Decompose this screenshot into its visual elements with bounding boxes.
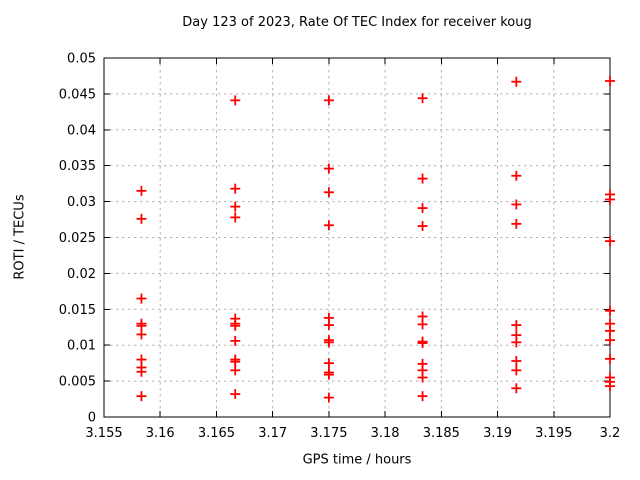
- data-point: [605, 353, 615, 364]
- data-point: [230, 201, 241, 212]
- data-point: [230, 183, 241, 194]
- data-point: [511, 199, 522, 210]
- data-point: [417, 93, 428, 104]
- data-point: [230, 335, 241, 346]
- data-point: [136, 329, 147, 340]
- y-tick-label: 0.025: [59, 231, 96, 246]
- data-point: [323, 392, 334, 403]
- y-tick-label: 0.01: [67, 339, 96, 354]
- data-point: [511, 170, 522, 181]
- data-point: [230, 389, 241, 400]
- data-point: [323, 187, 334, 198]
- data-point: [605, 381, 615, 392]
- data-point: [136, 293, 147, 304]
- data-point: [417, 319, 428, 330]
- data-point: [605, 305, 615, 316]
- x-tick-label: 3.185: [423, 426, 460, 441]
- data-point: [417, 203, 428, 214]
- data-point: [323, 320, 334, 331]
- data-point: [511, 320, 522, 331]
- y-tick-label: 0.045: [59, 87, 96, 102]
- x-tick-label: 3.18: [371, 426, 400, 441]
- x-tick-label: 3.19: [483, 426, 512, 441]
- data-point: [136, 213, 147, 224]
- x-tick-label: 3.2: [600, 426, 621, 441]
- data-point: [511, 76, 522, 87]
- y-tick-label: 0.015: [59, 303, 96, 318]
- data-point: [323, 337, 334, 348]
- y-tick-label: 0.04: [67, 123, 96, 138]
- data-point: [323, 163, 334, 174]
- data-point: [136, 366, 147, 377]
- x-tick-label: 3.195: [535, 426, 572, 441]
- data-point: [230, 95, 241, 106]
- data-point: [605, 335, 615, 346]
- data-point: [605, 236, 615, 247]
- data-point: [230, 320, 241, 331]
- data-point: [136, 391, 147, 402]
- data-point: [417, 372, 428, 383]
- data-point: [417, 173, 428, 184]
- y-tick-label: 0.005: [59, 375, 96, 390]
- data-point: [323, 95, 334, 106]
- data-point: [417, 391, 428, 402]
- data-point: [136, 185, 147, 196]
- data-point: [511, 337, 522, 348]
- data-point: [417, 338, 428, 349]
- x-tick-label: 3.155: [85, 426, 122, 441]
- x-tick-label: 3.17: [258, 426, 287, 441]
- data-point: [511, 383, 522, 394]
- y-tick-label: 0.05: [67, 52, 96, 67]
- x-tick-label: 3.175: [310, 426, 347, 441]
- x-tick-label: 3.16: [146, 426, 175, 441]
- data-point: [230, 365, 241, 376]
- data-point: [136, 320, 147, 331]
- data-point: [511, 218, 522, 229]
- y-tick-label: 0: [88, 411, 96, 426]
- data-point: [230, 356, 241, 367]
- y-tick-label: 0.035: [59, 159, 96, 174]
- x-tick-label: 3.165: [198, 426, 235, 441]
- data-point: [605, 194, 615, 205]
- data-point: [605, 75, 615, 86]
- data-point: [230, 212, 241, 223]
- data-point: [511, 355, 522, 366]
- y-tick-label: 0.03: [67, 195, 96, 210]
- y-tick-label: 0.02: [67, 267, 96, 282]
- data-point: [417, 221, 428, 232]
- x-axis-label: GPS time / hours: [302, 452, 412, 468]
- data-point: [511, 365, 522, 376]
- data-point: [605, 325, 615, 336]
- data-point: [323, 369, 334, 380]
- data-point: [323, 220, 334, 231]
- data-point: [323, 358, 334, 369]
- chart-title: Day 123 of 2023, Rate Of TEC Index for r…: [182, 15, 532, 30]
